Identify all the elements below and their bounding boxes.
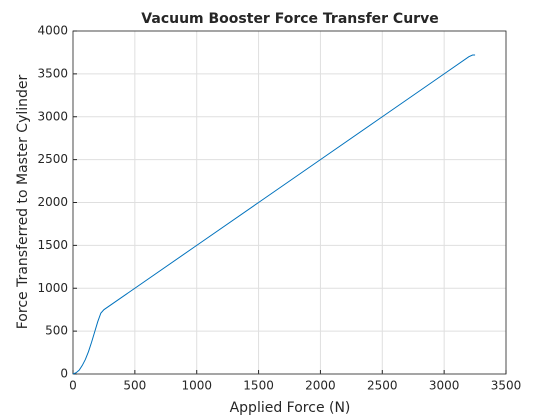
x-tick-label: 1500 [243, 379, 274, 393]
x-tick-label: 1000 [181, 379, 212, 393]
y-tick-label: 1500 [37, 238, 68, 252]
x-tick-label: 2000 [305, 379, 336, 393]
y-tick-label: 3000 [37, 109, 68, 123]
y-tick-label: 3500 [37, 66, 68, 80]
x-tick-label: 500 [123, 379, 146, 393]
y-tick-label: 1000 [37, 281, 68, 295]
y-tick-label: 4000 [37, 24, 68, 38]
y-tick-label: 2000 [37, 195, 68, 209]
plot-frame [72, 30, 507, 375]
y-tick-label: 2500 [37, 152, 68, 166]
x-tick-label: 3500 [491, 379, 522, 393]
x-tick-label: 3000 [429, 379, 460, 393]
x-tick-label: 2500 [367, 379, 398, 393]
y-axis-label: Force Transferred to Master Cylinder [15, 75, 31, 330]
chart-title: Vacuum Booster Force Transfer Curve [141, 11, 438, 27]
y-tick-label: 0 [60, 367, 68, 381]
y-tick-label: 500 [45, 324, 68, 338]
x-axis-label: Applied Force (N) [230, 400, 351, 416]
x-tick-label: 0 [69, 379, 77, 393]
data-line [72, 54, 476, 375]
